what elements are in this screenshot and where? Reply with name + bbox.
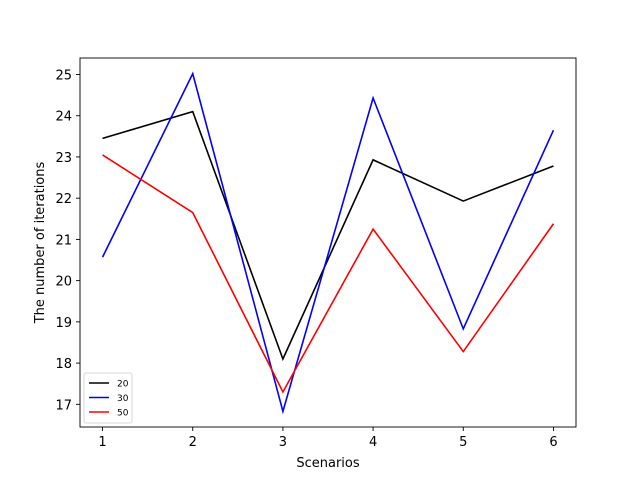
x-tick-label: 4: [369, 435, 377, 450]
y-tick-label: 22: [55, 192, 72, 207]
series-layer: [101, 71, 555, 415]
legend-label-30: 30: [117, 394, 129, 404]
x-tick-label: 2: [189, 435, 197, 450]
y-tick-label: 21: [55, 233, 72, 248]
series-line-20: [102, 110, 554, 362]
legend-label-50: 50: [117, 409, 129, 419]
y-axis-label: The number of iterations: [33, 162, 48, 325]
y-tick-label: 24: [55, 110, 72, 125]
x-tick-label: 1: [98, 435, 106, 450]
plot-frame: [79, 57, 577, 428]
series-line-50: [102, 154, 555, 394]
x-tick-label: 3: [279, 435, 287, 450]
legend: 20 30 50: [83, 372, 133, 424]
x-tick-label: 5: [459, 435, 467, 450]
y-tick-label: 25: [55, 68, 72, 83]
y-tick-label: 19: [55, 316, 72, 331]
y-tick-label: 18: [55, 357, 72, 372]
y-tick-label: 17: [55, 398, 72, 413]
y-axis-ticks: 17 18 19 20 21 22 23 24 25: [55, 68, 80, 413]
x-axis-label: Scenarios: [296, 456, 360, 471]
legend-label-20: 20: [117, 380, 129, 390]
y-tick-label: 20: [55, 275, 72, 290]
x-axis-ticks: 1 2 3 4 5 6: [98, 427, 558, 450]
series-line-30: [101, 71, 555, 415]
plot-background: [80, 58, 576, 427]
y-tick-label: 23: [55, 151, 72, 166]
x-tick-label: 6: [549, 435, 557, 450]
